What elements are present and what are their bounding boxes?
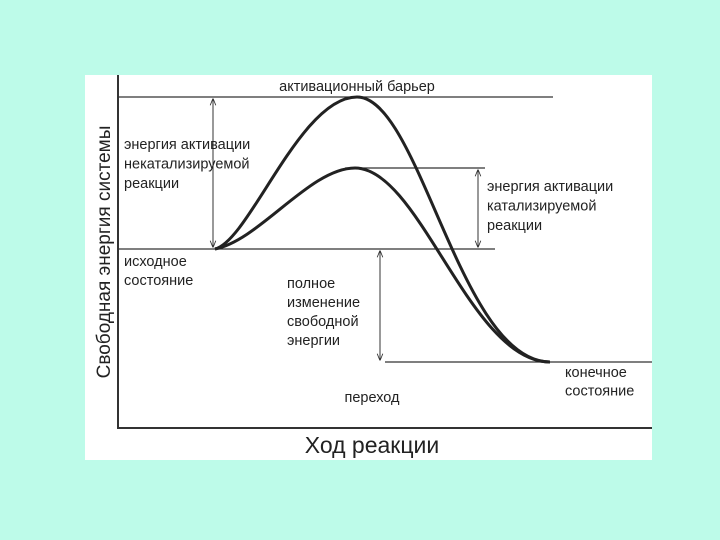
barrier-label: активационный барьер bbox=[279, 79, 435, 95]
catalyzed-label-line: энергия активации bbox=[487, 179, 613, 195]
change-label-line: энергии bbox=[287, 333, 340, 349]
catalyzed-label-line: реакции bbox=[487, 218, 542, 234]
labels: энергия активации некатализируемой реакции… bbox=[124, 137, 634, 400]
change-label-line: полное bbox=[287, 276, 335, 292]
initial-label-line: исходное bbox=[124, 254, 187, 270]
change-label-line: свободной bbox=[287, 314, 359, 330]
x-axis-label: Ход реакции bbox=[305, 432, 440, 458]
arrows bbox=[213, 99, 478, 360]
uncatalyzed-label-line: реакции bbox=[124, 176, 179, 192]
uncatalyzed-label-line: некатализируемой bbox=[124, 157, 250, 173]
uncatalyzed-label-line: энергия активации bbox=[124, 137, 250, 153]
levels bbox=[118, 96, 652, 363]
catalyzed-label-line: катализируемой bbox=[487, 199, 596, 215]
final-label-line: конечное bbox=[565, 365, 627, 381]
change-label-line: изменение bbox=[287, 295, 360, 311]
axes bbox=[117, 75, 652, 429]
transition-label: переход bbox=[344, 390, 400, 406]
initial-label-line: состояние bbox=[124, 273, 193, 289]
panel bbox=[85, 75, 652, 460]
curves bbox=[214, 95, 551, 364]
y-axis-label: Свободная энергия системы bbox=[94, 126, 115, 379]
final-label-line: состояние bbox=[565, 384, 634, 400]
